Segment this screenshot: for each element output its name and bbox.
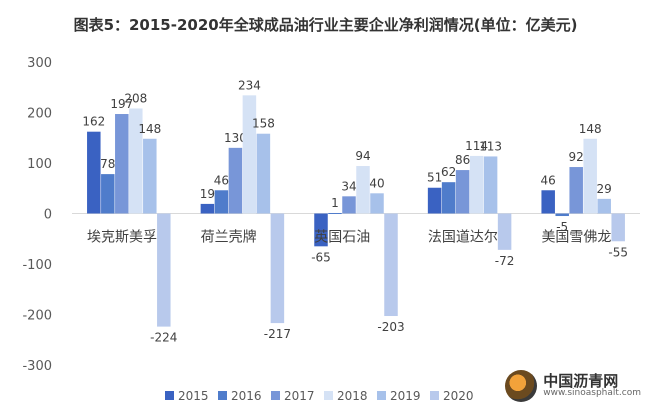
y-tick-label: 300 bbox=[27, 56, 52, 71]
bar-2015-0 bbox=[87, 131, 101, 214]
data-label: -65 bbox=[311, 250, 331, 264]
legend-label: 2017 bbox=[284, 389, 315, 403]
data-label: 62 bbox=[441, 165, 456, 179]
data-label: -217 bbox=[264, 327, 291, 341]
legend-swatch-2019 bbox=[377, 391, 386, 400]
bar-2018-1 bbox=[242, 95, 257, 214]
legend-swatch-2020 bbox=[430, 391, 439, 400]
y-tick-label: -200 bbox=[22, 309, 52, 324]
data-label: -203 bbox=[377, 320, 404, 334]
legend-swatch-2017 bbox=[271, 391, 280, 400]
bar-2016-1 bbox=[214, 190, 229, 214]
watermark-logo: 中国沥青网 www.sinoasphalt.com bbox=[505, 366, 641, 406]
bar-2015-4 bbox=[541, 190, 555, 214]
y-tick-label: -300 bbox=[22, 359, 52, 374]
watermark-name: 中国沥青网 bbox=[543, 371, 619, 390]
bar-2019-1 bbox=[256, 133, 271, 214]
category-label: 荷兰壳牌 bbox=[201, 229, 257, 246]
data-label: 1 bbox=[331, 196, 339, 210]
bar-2016-4 bbox=[555, 213, 569, 217]
bar-2019-3 bbox=[483, 156, 498, 214]
y-tick-label: 200 bbox=[27, 107, 52, 122]
legend-swatch-2016 bbox=[218, 391, 227, 400]
legend-label: 2015 bbox=[178, 389, 209, 403]
data-label: -5 bbox=[556, 220, 568, 234]
data-label: 78 bbox=[100, 157, 115, 171]
data-label: 148 bbox=[138, 122, 161, 136]
category-label: 美国雪佛龙 bbox=[541, 230, 611, 246]
data-label: 158 bbox=[252, 117, 275, 131]
bar-2020-2 bbox=[384, 213, 398, 317]
bar-2020-4 bbox=[611, 213, 625, 242]
bar-2019-4 bbox=[597, 198, 611, 214]
data-label: 34 bbox=[341, 179, 356, 193]
data-label: 208 bbox=[124, 91, 147, 105]
bar-2019-2 bbox=[370, 193, 384, 214]
legend-swatch-2015 bbox=[165, 391, 174, 400]
bar-2017-3 bbox=[455, 170, 470, 214]
bar-2018-3 bbox=[469, 155, 484, 214]
data-label: 162 bbox=[82, 115, 105, 129]
data-label: 148 bbox=[579, 122, 602, 136]
legend-label: 2020 bbox=[443, 389, 474, 403]
data-label: 29 bbox=[597, 182, 612, 196]
data-label: -72 bbox=[495, 254, 515, 268]
data-label: 40 bbox=[369, 176, 384, 190]
chart-title: 图表5：2015-2020年全球成品油行业主要企业净利润情况(单位：亿美元) bbox=[73, 16, 578, 34]
legend-label: 2019 bbox=[390, 389, 421, 403]
bar-2015-1 bbox=[200, 203, 215, 214]
legend-label: 2018 bbox=[337, 389, 368, 403]
bar-2017-2 bbox=[342, 196, 356, 214]
bar-2018-2 bbox=[356, 166, 370, 214]
legend-label: 2016 bbox=[231, 389, 262, 403]
data-label: 86 bbox=[455, 153, 470, 167]
category-label: 法国道达尔 bbox=[428, 230, 498, 246]
legend-swatch-2018 bbox=[324, 391, 333, 400]
bar-2020-0 bbox=[157, 213, 171, 327]
data-label: 46 bbox=[214, 173, 229, 187]
bar-2017-0 bbox=[115, 114, 129, 214]
data-label: 19 bbox=[200, 187, 215, 201]
bar-2017-4 bbox=[569, 167, 583, 214]
bar-2015-3 bbox=[427, 187, 442, 214]
bar-2018-0 bbox=[129, 108, 143, 214]
data-label: 197 bbox=[110, 97, 133, 111]
bar-2016-0 bbox=[101, 174, 115, 214]
y-tick-label: 0 bbox=[44, 208, 52, 223]
bar-2020-1 bbox=[270, 213, 285, 324]
data-label: 234 bbox=[238, 78, 261, 92]
data-label: 130 bbox=[224, 131, 247, 145]
data-label: -224 bbox=[150, 331, 177, 345]
bar-2016-3 bbox=[441, 182, 456, 214]
bar-2016-2 bbox=[328, 212, 342, 214]
data-label: 113 bbox=[479, 139, 502, 153]
bar-2020-3 bbox=[497, 213, 512, 250]
sinoasphalt-logo-icon bbox=[505, 370, 538, 402]
y-tick-label: 100 bbox=[27, 157, 52, 172]
category-label: 埃克斯美孚 bbox=[87, 230, 157, 246]
bar-2015-2 bbox=[314, 213, 328, 247]
bar-2018-4 bbox=[583, 138, 597, 214]
y-tick-label: -100 bbox=[22, 258, 52, 273]
watermark-url: www.sinoasphalt.com bbox=[543, 388, 641, 399]
data-label: 92 bbox=[569, 150, 584, 164]
data-label: -55 bbox=[608, 245, 628, 259]
data-label: 46 bbox=[541, 173, 556, 187]
category-label: 英国石油 bbox=[314, 229, 370, 246]
data-label: 51 bbox=[427, 171, 442, 185]
data-label: 114 bbox=[465, 139, 488, 153]
data-label: 94 bbox=[355, 149, 370, 163]
bar-2017-1 bbox=[228, 147, 243, 214]
bar-2019-0 bbox=[143, 138, 157, 214]
